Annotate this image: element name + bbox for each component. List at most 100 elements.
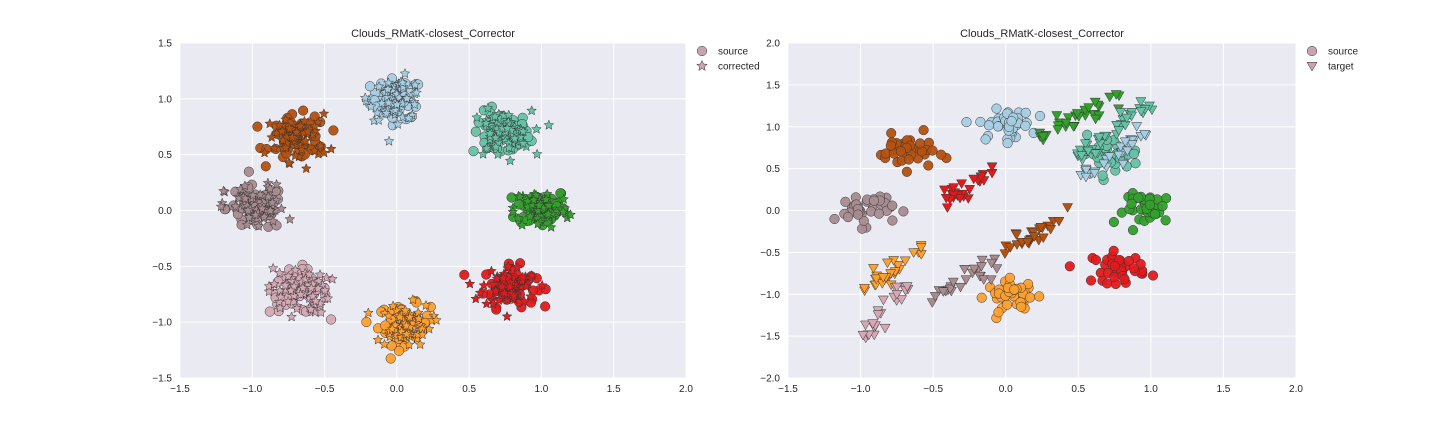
corrected-point xyxy=(282,295,294,307)
corrected-point xyxy=(296,144,308,155)
corrected-point xyxy=(504,155,516,166)
target-point xyxy=(986,162,998,172)
corrected-point xyxy=(290,264,301,275)
target-point xyxy=(959,265,970,275)
x-tick-label: 0.5 xyxy=(462,384,476,395)
source-point xyxy=(506,192,517,203)
source-point xyxy=(886,128,897,139)
corrected-point xyxy=(525,290,536,302)
source-point xyxy=(1034,291,1045,302)
target-point xyxy=(1090,149,1101,159)
source-point xyxy=(1097,170,1108,181)
corrected-point xyxy=(543,199,555,210)
source-point xyxy=(1006,116,1017,127)
source-point xyxy=(1004,272,1015,283)
corrected-point xyxy=(409,99,421,110)
corrected-point xyxy=(294,120,306,131)
corrected-point xyxy=(520,280,532,291)
target-point xyxy=(1068,122,1079,132)
corrected-point xyxy=(326,273,338,284)
right-gridlines xyxy=(787,42,1297,379)
source-point xyxy=(923,160,934,171)
corrected-point xyxy=(481,142,493,154)
source-point xyxy=(481,269,492,280)
target-point xyxy=(1080,172,1092,183)
corrected-point xyxy=(480,117,492,128)
target-point xyxy=(908,248,920,258)
target-point xyxy=(1093,133,1105,143)
corrected-point xyxy=(309,120,321,131)
corrected-point xyxy=(295,288,306,300)
right-data-points xyxy=(829,90,1172,344)
source-point xyxy=(1102,278,1113,289)
y-tick-label: 0.5 xyxy=(158,150,172,161)
corrected-point xyxy=(284,122,296,134)
corrected-point xyxy=(300,162,312,174)
corrected-point xyxy=(497,272,509,283)
corrected-point xyxy=(239,192,251,204)
corrected-point xyxy=(420,299,432,311)
source-point xyxy=(468,146,479,157)
corrected-point xyxy=(268,278,280,289)
target-point xyxy=(944,284,956,295)
source-point xyxy=(868,195,880,206)
target-point xyxy=(1011,230,1023,240)
corrected-point xyxy=(532,218,544,229)
corrected-point xyxy=(380,107,392,118)
legend-label: source xyxy=(718,47,748,58)
x-tick-label: 2.0 xyxy=(1289,384,1303,395)
source-point xyxy=(895,146,906,157)
corrected-point xyxy=(397,77,409,88)
target-point xyxy=(1131,122,1143,132)
target-point xyxy=(991,264,1003,274)
target-point xyxy=(901,282,913,292)
corrected-point xyxy=(470,293,482,304)
target-point xyxy=(1076,151,1088,161)
source-point xyxy=(364,81,376,92)
source-point xyxy=(386,340,397,351)
corrected-point xyxy=(531,148,543,159)
source-point xyxy=(298,105,309,116)
target-point xyxy=(999,249,1011,259)
source-point xyxy=(1157,201,1168,212)
corrected-point xyxy=(321,272,333,283)
legend-source-marker xyxy=(1306,45,1318,57)
y-tick-label: 1.5 xyxy=(158,39,172,50)
legend-corrected-marker xyxy=(696,59,708,71)
target-point xyxy=(915,243,927,253)
corrected-point xyxy=(545,221,557,232)
corrected-point xyxy=(319,284,331,296)
corrected-point xyxy=(241,219,253,230)
target-point xyxy=(1119,121,1131,131)
y-tick-label: 2.0 xyxy=(766,39,780,50)
corrected-point xyxy=(242,204,254,216)
target-point xyxy=(877,273,889,283)
target-point xyxy=(1082,146,1094,157)
target-point xyxy=(968,174,980,185)
x-tick-label: −0.5 xyxy=(923,384,943,395)
source-point xyxy=(983,120,994,131)
target-point xyxy=(1083,103,1095,113)
corrected-point xyxy=(397,111,409,122)
source-point xyxy=(873,208,885,219)
y-tick-label: −0.5 xyxy=(152,262,172,273)
corrected-point xyxy=(531,123,542,134)
legend-source-marker xyxy=(696,45,708,57)
corrected-point xyxy=(515,131,526,142)
corrected-point xyxy=(518,295,530,307)
corrected-point xyxy=(401,93,413,104)
legend-target-marker xyxy=(1306,62,1318,72)
source-point xyxy=(885,140,896,151)
corrected-point xyxy=(259,147,270,158)
corrected-point xyxy=(286,311,297,322)
corrected-point xyxy=(393,92,405,103)
source-point xyxy=(1108,245,1119,256)
corrected-point xyxy=(404,311,416,322)
y-tick-label: 0.0 xyxy=(766,206,780,217)
right-scatter-panel: −1.5 −1.0 −0.5 0.0 0.5 1.0 1.5 2.0−2.0−1.5−1.0−… xyxy=(760,28,1358,395)
x-tick-label: 1.0 xyxy=(534,384,548,395)
corrected-point xyxy=(365,100,377,112)
source-point xyxy=(961,117,972,128)
target-point xyxy=(882,258,893,269)
target-point xyxy=(857,330,869,341)
